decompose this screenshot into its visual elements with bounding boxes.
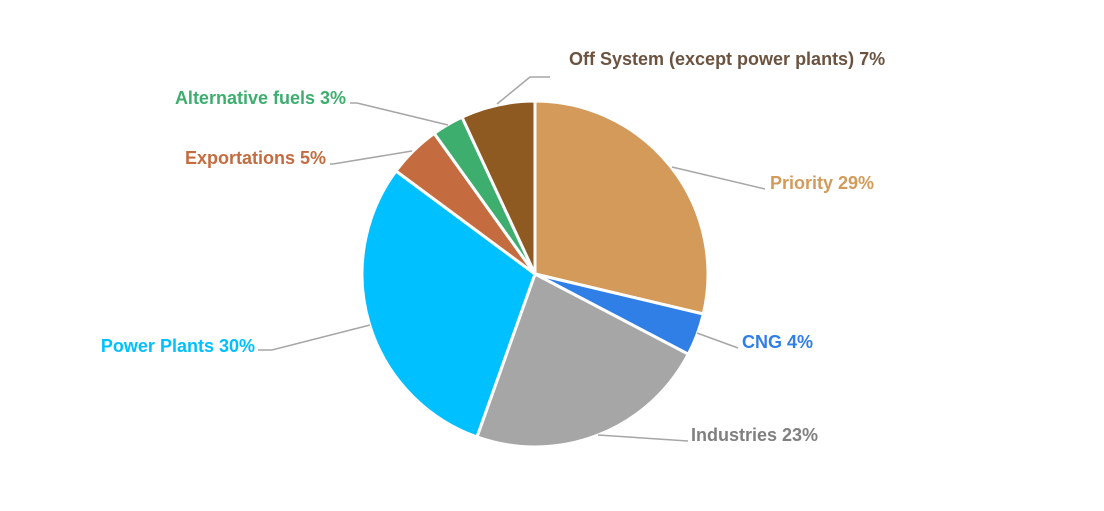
- leader-line-industries: [597, 434, 689, 442]
- data-label-priority: Priority 29%: [770, 173, 874, 193]
- leader-line-cng: [696, 332, 739, 349]
- data-label-cng: CNG 4%: [742, 332, 813, 352]
- leader-line-power-plants: [258, 324, 371, 351]
- slices-layer: [360, 99, 710, 449]
- leader-line-off-system-except-power-plants: [496, 76, 550, 105]
- leader-line-exportations: [330, 150, 413, 165]
- pie-slice-priority: [533, 99, 710, 316]
- data-label-industries: Industries 23%: [691, 425, 818, 445]
- leader-line-priority: [671, 166, 766, 190]
- leader-line-alternative-fuels: [350, 102, 449, 126]
- data-label-exportations: Exportations 5%: [185, 148, 326, 168]
- data-label-alternative-fuels: Alternative fuels 3%: [175, 88, 346, 108]
- labels-layer: Priority 29% CNG 4% Industries 23% Power Pl…: [101, 49, 885, 445]
- pie-slice-off-system-except-power-plants: [460, 99, 537, 276]
- leader-lines-layer: [258, 76, 766, 442]
- data-label-power-plants: Power Plants 30%: [101, 336, 255, 356]
- data-label-off-system-except-power-plants: Off System (except power plants) 7%: [569, 49, 885, 69]
